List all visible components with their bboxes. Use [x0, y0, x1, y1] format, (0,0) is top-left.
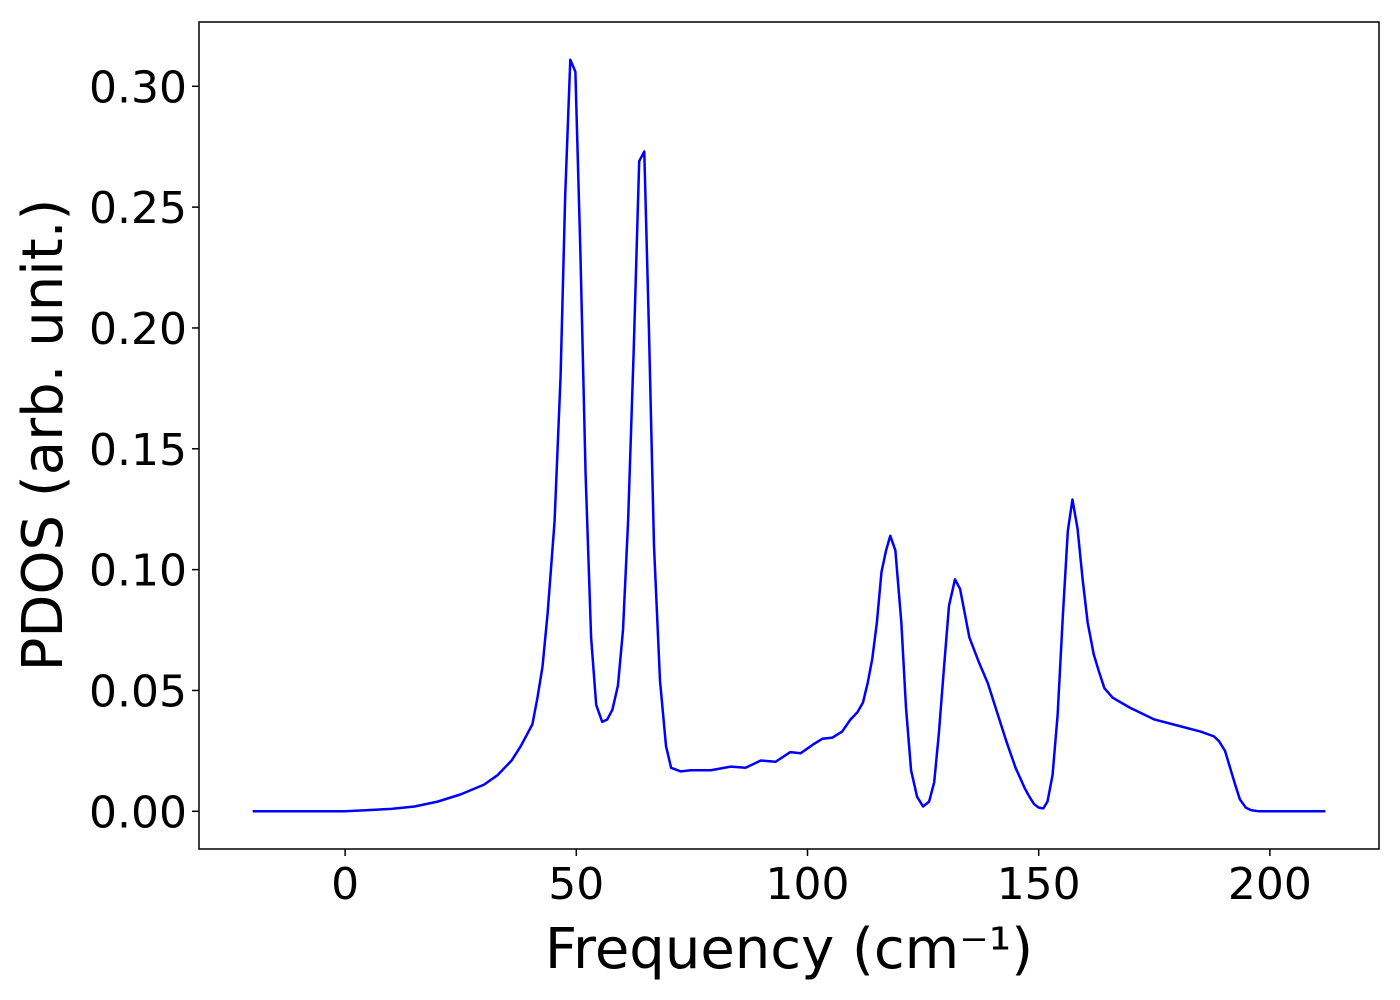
- y-tick-label: 0.15: [89, 425, 187, 476]
- y-tick-label: 0.10: [89, 546, 187, 597]
- x-tick-label: 100: [766, 859, 850, 910]
- y-tick-label: 0.05: [89, 666, 187, 717]
- y-tick-label: 0.25: [89, 183, 187, 234]
- y-tick-label: 0.20: [89, 304, 187, 355]
- plot-frame: [198, 21, 1380, 850]
- x-tick-label: 0: [331, 859, 359, 910]
- y-tick-label: 0.30: [89, 62, 187, 113]
- data-line: [252, 58, 1326, 813]
- y-axis-label: PDOS (arb. unit.): [11, 199, 76, 672]
- y-tick-label: 0.00: [89, 787, 187, 838]
- x-axis-label: Frequency (cm⁻¹): [545, 917, 1033, 982]
- x-tick-label: 200: [1228, 859, 1312, 910]
- x-tick-label: 50: [548, 859, 604, 910]
- x-tick-label: 150: [997, 859, 1081, 910]
